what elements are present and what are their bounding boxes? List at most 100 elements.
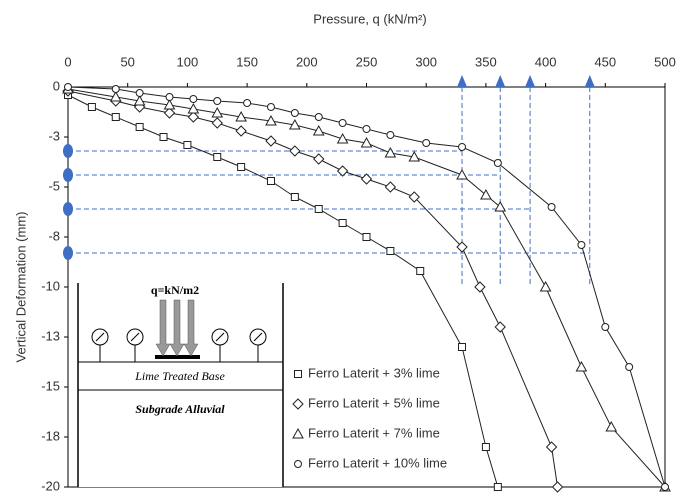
point bbox=[577, 241, 586, 249]
legend-marker bbox=[292, 427, 304, 439]
point bbox=[494, 200, 507, 212]
inset-bg bbox=[78, 283, 283, 487]
legend-label: Ferro Laterit + 10% lime bbox=[308, 455, 447, 470]
point bbox=[289, 145, 301, 157]
point bbox=[111, 85, 120, 93]
x-tick-label: 350 bbox=[475, 54, 497, 69]
point bbox=[360, 136, 373, 148]
point bbox=[474, 281, 486, 293]
point bbox=[189, 95, 198, 103]
legend-label: Ferro Laterit + 7% lime bbox=[308, 425, 440, 440]
point bbox=[211, 117, 223, 129]
point bbox=[64, 83, 72, 91]
y-tick-label: 0 bbox=[53, 78, 60, 93]
x-tick-label: 0 bbox=[64, 54, 71, 69]
inset-diagram: q=kN/m2 Lime Treated Base Subgrade Alluv… bbox=[77, 283, 284, 487]
point bbox=[551, 481, 564, 493]
point bbox=[135, 89, 144, 97]
point bbox=[458, 143, 467, 151]
point bbox=[290, 109, 299, 117]
point bbox=[312, 124, 325, 136]
point bbox=[290, 193, 299, 201]
legend-marker bbox=[292, 398, 304, 410]
point bbox=[314, 205, 323, 213]
x-axis-title: Pressure, q (kN/m²) bbox=[313, 11, 426, 26]
point bbox=[338, 119, 347, 127]
point bbox=[547, 203, 556, 211]
point bbox=[384, 146, 397, 158]
point bbox=[133, 94, 146, 106]
x-tick-label: 200 bbox=[296, 54, 318, 69]
point bbox=[289, 118, 301, 130]
point bbox=[313, 153, 325, 165]
point bbox=[386, 131, 395, 139]
point bbox=[237, 163, 246, 171]
point bbox=[601, 323, 610, 331]
legend-label: Ferro Laterit + 3% lime bbox=[308, 365, 440, 380]
deformation-marker bbox=[63, 144, 73, 158]
point bbox=[187, 111, 200, 123]
y-tick-label: -15 bbox=[41, 378, 60, 393]
point bbox=[87, 103, 96, 111]
y-axis-title: Vertical Deformation (mm) bbox=[13, 212, 28, 363]
point bbox=[266, 177, 275, 185]
point bbox=[605, 420, 618, 432]
point bbox=[408, 150, 421, 162]
point bbox=[211, 106, 224, 118]
point bbox=[481, 443, 490, 451]
point bbox=[338, 219, 347, 227]
load-plate bbox=[155, 355, 200, 359]
point bbox=[266, 103, 275, 111]
x-tick-label: 400 bbox=[535, 54, 557, 69]
point bbox=[235, 125, 247, 137]
pressure-marker bbox=[457, 75, 468, 87]
point bbox=[213, 153, 222, 161]
point bbox=[539, 280, 552, 292]
point bbox=[135, 123, 144, 131]
point bbox=[456, 241, 468, 253]
x-tick-label: 500 bbox=[654, 54, 676, 69]
point bbox=[493, 159, 502, 167]
y-tick-label: -10 bbox=[41, 278, 60, 293]
point bbox=[458, 343, 467, 351]
point bbox=[243, 99, 252, 107]
y-tick-label: -18 bbox=[41, 428, 60, 443]
point bbox=[625, 363, 634, 371]
point bbox=[422, 139, 431, 147]
pressure-marker bbox=[495, 75, 506, 87]
deformation-marker bbox=[63, 202, 73, 216]
y-tick-label: -8 bbox=[48, 228, 60, 243]
legend-label: Ferro Laterit + 5% lime bbox=[308, 395, 440, 410]
point bbox=[213, 97, 222, 105]
point bbox=[545, 441, 558, 453]
point bbox=[111, 113, 120, 121]
point bbox=[165, 93, 174, 101]
point bbox=[163, 107, 176, 119]
point bbox=[109, 90, 122, 102]
point bbox=[384, 181, 397, 193]
point bbox=[163, 98, 176, 110]
pressure-marker bbox=[584, 75, 595, 87]
deformation-marker bbox=[63, 246, 73, 260]
point bbox=[314, 113, 323, 121]
point bbox=[336, 165, 349, 177]
point bbox=[661, 483, 669, 491]
y-tick-label: -5 bbox=[48, 178, 60, 193]
point bbox=[493, 483, 502, 491]
load-arrows bbox=[155, 299, 199, 357]
x-tick-label: 100 bbox=[177, 54, 199, 69]
point bbox=[183, 141, 192, 149]
y-tick-label: -20 bbox=[41, 478, 60, 493]
load-label: q=kN/m2 bbox=[151, 283, 199, 297]
point bbox=[575, 360, 588, 372]
point bbox=[408, 191, 420, 203]
legend-marker bbox=[294, 460, 302, 468]
point bbox=[187, 102, 200, 114]
gauges bbox=[91, 328, 267, 362]
point bbox=[159, 133, 168, 141]
point bbox=[235, 110, 247, 122]
layer-label: Lime Treated Base bbox=[134, 369, 225, 383]
deformation-marker bbox=[63, 168, 73, 182]
x-tick-label: 300 bbox=[415, 54, 437, 69]
point bbox=[362, 125, 371, 133]
